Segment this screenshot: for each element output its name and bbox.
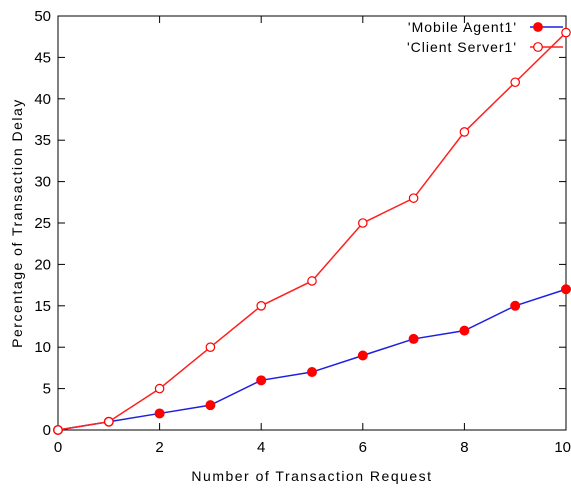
y-tick-label: 30 bbox=[34, 174, 51, 191]
y-tick-label: 10 bbox=[34, 339, 51, 356]
data-point bbox=[104, 416, 114, 427]
data-point bbox=[53, 425, 63, 435]
y-tick-label: 15 bbox=[34, 298, 51, 315]
data-point bbox=[561, 284, 571, 295]
data-point bbox=[357, 350, 368, 361]
y-tick-label: 45 bbox=[34, 49, 51, 66]
data-point bbox=[154, 408, 165, 419]
series-2 bbox=[53, 27, 571, 435]
data-point bbox=[561, 27, 571, 38]
y-tick-label: 35 bbox=[34, 132, 51, 149]
x-tick-label: 4 bbox=[257, 439, 265, 456]
legend-marker bbox=[533, 22, 543, 32]
data-point bbox=[357, 218, 368, 228]
y-tick-label: 5 bbox=[43, 381, 51, 398]
x-tick-label: 8 bbox=[460, 439, 468, 456]
x-axis-label: Number of Transaction Request bbox=[191, 468, 432, 484]
legend: 'Mobile Agent1' 'Client Server1' bbox=[407, 19, 563, 55]
series-layer bbox=[53, 27, 571, 435]
data-point bbox=[510, 77, 520, 88]
y-axis-label: Percentage of Transaction Delay bbox=[9, 98, 25, 348]
y-tick-label: 20 bbox=[34, 256, 51, 273]
data-point bbox=[154, 383, 165, 394]
x-axis-ticks: 0 2 4 6 8 10 bbox=[54, 16, 571, 456]
legend-marker bbox=[533, 42, 543, 52]
y-tick-label: 50 bbox=[34, 8, 51, 25]
legend-label: 'Client Server1' bbox=[407, 39, 517, 55]
y-axis-ticks: 0 5 10 15 20 25 30 35 40 45 50 bbox=[34, 8, 566, 439]
y-tick-label: 40 bbox=[34, 91, 51, 108]
data-point bbox=[307, 367, 317, 378]
x-tick-label: 2 bbox=[155, 439, 163, 456]
data-point bbox=[205, 400, 216, 411]
data-point bbox=[256, 300, 266, 311]
data-point bbox=[256, 375, 267, 386]
legend-label: 'Mobile Agent1' bbox=[408, 19, 517, 35]
y-tick-label: 25 bbox=[34, 215, 51, 232]
y-tick-label: 0 bbox=[43, 422, 51, 439]
data-point bbox=[510, 300, 521, 311]
data-point bbox=[408, 193, 419, 203]
data-point bbox=[459, 325, 470, 336]
data-point bbox=[205, 342, 216, 352]
data-point bbox=[408, 333, 419, 344]
data-point bbox=[307, 276, 317, 286]
x-tick-label: 10 bbox=[554, 439, 571, 456]
x-tick-label: 0 bbox=[54, 439, 62, 456]
data-point bbox=[459, 127, 470, 137]
plot-area bbox=[57, 15, 567, 431]
x-tick-label: 6 bbox=[359, 439, 367, 456]
